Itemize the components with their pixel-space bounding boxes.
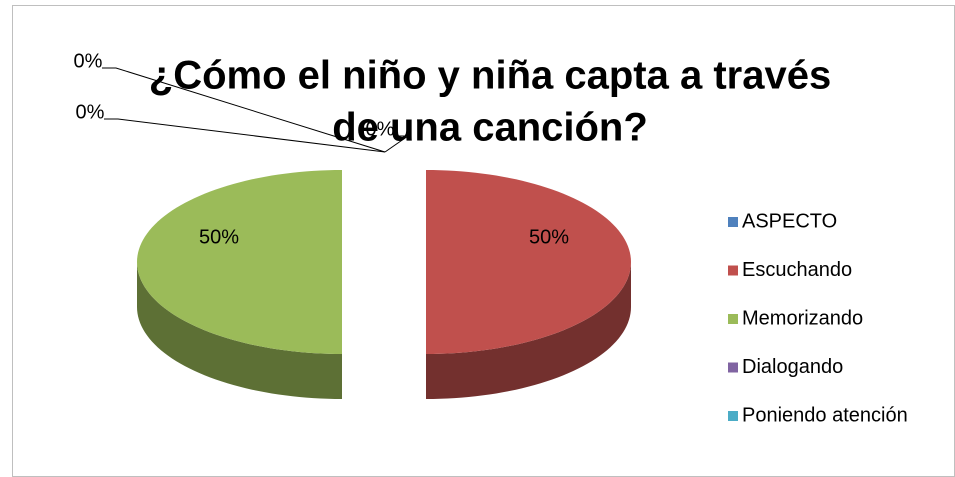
legend-swatch <box>728 265 738 276</box>
data-label: 0% <box>76 101 105 123</box>
leader-line <box>104 118 386 153</box>
labels: 0% 50% 50% 0% 0% <box>74 50 570 248</box>
pie-side <box>137 262 342 399</box>
legend-label: Escuchando <box>742 259 852 281</box>
pie-slice <box>137 170 342 354</box>
legend-label: Poniendo atención <box>742 404 908 426</box>
data-label: 50% <box>199 226 239 248</box>
chart-title: de una canción? <box>332 106 648 150</box>
data-label: 0% <box>366 118 395 140</box>
leader-line <box>384 135 410 153</box>
data-label: 0% <box>74 50 103 72</box>
chart-title: ¿Cómo el niño y niña capta a través <box>149 54 831 98</box>
pie-side <box>426 262 631 399</box>
legend-label: Dialogando <box>742 356 843 378</box>
legend-swatch <box>728 314 738 324</box>
legend: ASPECTO Escuchando Memorizando Dialogando Po… <box>728 210 908 426</box>
leader-line <box>102 67 386 153</box>
legend-label: Memorizando <box>742 307 863 329</box>
data-label: 50% <box>529 226 569 248</box>
legend-label: ASPECTO <box>742 210 837 232</box>
pie <box>137 170 631 399</box>
legend-swatch <box>728 411 738 421</box>
legend-swatch <box>728 217 738 227</box>
pie-slice <box>426 170 631 354</box>
legend-swatch <box>728 362 738 373</box>
